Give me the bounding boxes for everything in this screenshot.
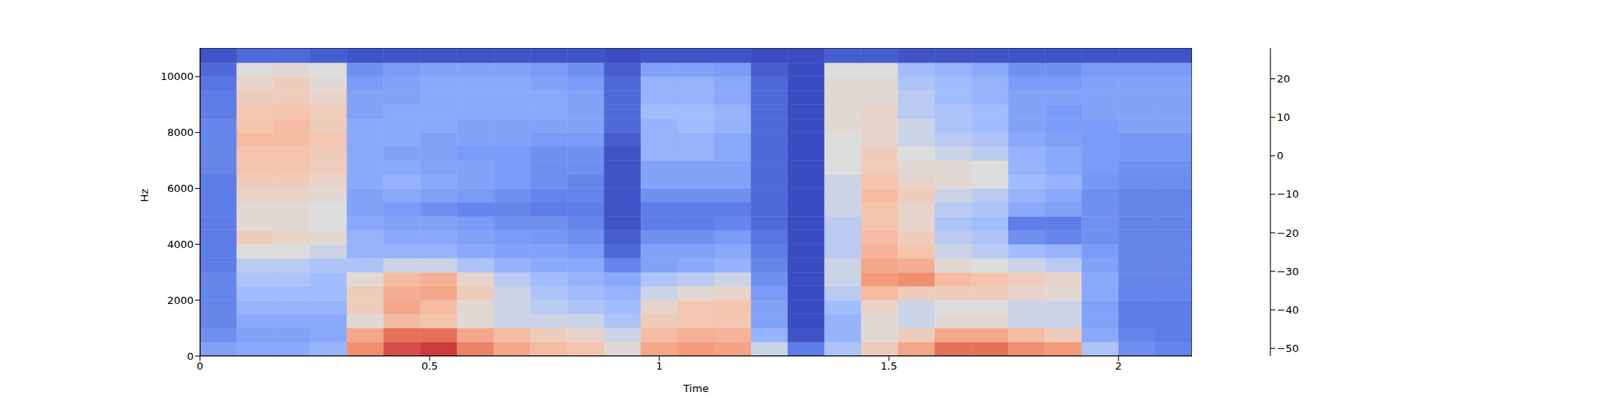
svg-text:0: 0 [196, 360, 204, 372]
svg-text:−10: −10 [1276, 188, 1299, 200]
svg-text:−40: −40 [1276, 304, 1299, 316]
svg-text:10: 10 [1276, 111, 1291, 124]
svg-text:2: 2 [1115, 360, 1122, 372]
svg-text:−30: −30 [1276, 265, 1299, 278]
svg-text:4000: 4000 [167, 238, 194, 251]
svg-text:6000: 6000 [167, 182, 194, 195]
svg-text:1.5: 1.5 [880, 360, 898, 372]
svg-text:−50: −50 [1276, 342, 1299, 355]
svg-text:0: 0 [187, 350, 194, 363]
svg-text:Time: Time [682, 382, 709, 395]
svg-text:8000: 8000 [167, 126, 194, 139]
svg-text:1: 1 [656, 360, 663, 372]
svg-text:Hz: Hz [138, 188, 151, 203]
svg-text:0: 0 [1276, 149, 1284, 162]
svg-text:0.5: 0.5 [421, 360, 439, 372]
svg-text:10000: 10000 [160, 70, 194, 83]
svg-text:20: 20 [1276, 72, 1291, 85]
svg-text:2000: 2000 [167, 294, 194, 307]
svg-text:−20: −20 [1276, 227, 1299, 240]
